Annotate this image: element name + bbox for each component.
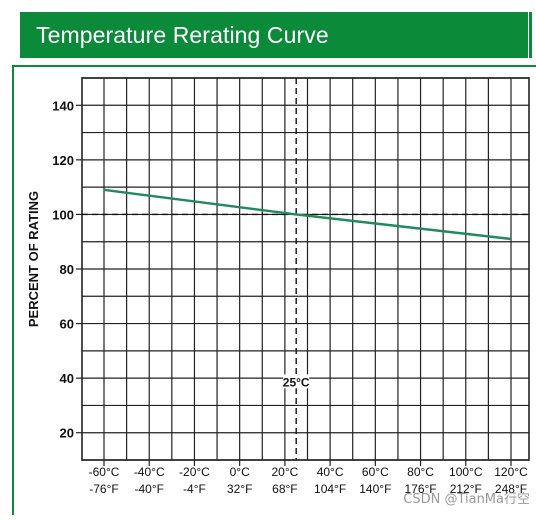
x-tick-label-fahrenheit: -76°F: [89, 482, 118, 496]
chart-frame-left-rule: [12, 65, 14, 515]
y-tick-label: 60: [60, 317, 74, 332]
reference-label-background: [283, 374, 310, 389]
series-layer: [103, 188, 512, 241]
x-tick-label-fahrenheit: 68°F: [272, 482, 297, 496]
y-tick-label: 140: [52, 98, 74, 113]
series-line-rerating: [103, 188, 512, 241]
x-tick-label-fahrenheit: -40°F: [134, 482, 163, 496]
x-tick-label-fahrenheit: -4°F: [183, 482, 206, 496]
x-tick-label-celsius: 120°C: [494, 465, 528, 479]
header-right-rule: [529, 12, 532, 58]
x-tick-label-fahrenheit: 248°F: [495, 482, 527, 496]
x-tick-label-fahrenheit: 212°F: [450, 482, 482, 496]
x-tick-label-celsius: 0°C: [230, 465, 250, 479]
x-tick-label-celsius: 20°C: [271, 465, 298, 479]
reference-label-25c: 25°C: [283, 375, 310, 389]
chart-title-bar: Temperature Rerating Curve: [20, 12, 528, 58]
x-tick-label-fahrenheit: 104°F: [314, 482, 346, 496]
x-tick-label-celsius: 100°C: [449, 465, 483, 479]
x-tick-label-celsius: 40°C: [317, 465, 344, 479]
x-tick-label-fahrenheit: 176°F: [404, 482, 436, 496]
x-tick-label-celsius: 80°C: [407, 465, 434, 479]
x-tick-label-celsius: -60°C: [89, 465, 120, 479]
grid-layer: [81, 77, 530, 461]
x-tick-label-celsius: -20°C: [179, 465, 210, 479]
y-tick-label: 80: [60, 262, 74, 277]
watermark-text: CSDN @TianMa行空: [403, 492, 530, 507]
y-tick-label: 40: [60, 371, 74, 386]
x-tick-label-fahrenheit: 32°F: [227, 482, 252, 496]
x-tick-label-celsius: -40°C: [134, 465, 165, 479]
x-tick-label-celsius: 60°C: [362, 465, 389, 479]
chart-frame-top-rule: [12, 65, 536, 67]
y-tick-label: 100: [52, 207, 74, 222]
y-tick-label: 120: [52, 153, 74, 168]
chart-title: Temperature Rerating Curve: [36, 21, 329, 48]
y-axis-label: PERCENT OF RATING: [26, 191, 41, 327]
x-tick-label-fahrenheit: 140°F: [359, 482, 391, 496]
y-tick-labels: 20 40 60 80 100 120 140: [52, 98, 82, 441]
y-tick-label: 20: [60, 426, 74, 441]
x-tick-labels: -60°C -76°F -40°C -40°F -20°C -4°F 0°C 32°F 20°C…: [89, 460, 528, 496]
